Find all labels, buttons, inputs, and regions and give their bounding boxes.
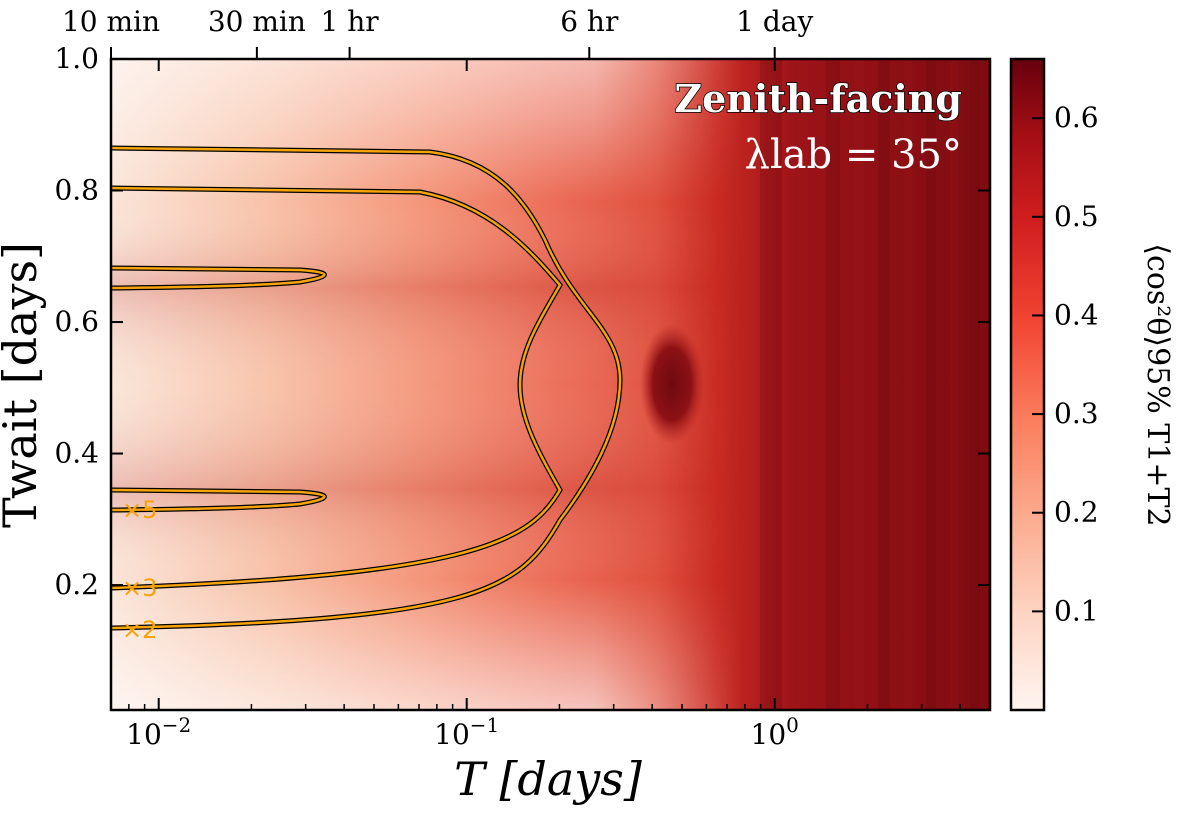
y-tick-label: 0.8 — [54, 174, 99, 207]
panel-subtitle: λlab = 35° — [745, 132, 962, 178]
x-tick-label: 10−1 — [434, 713, 499, 751]
top-tick-label: 10 min — [62, 5, 160, 38]
x-axis-title: T [days] — [454, 752, 642, 806]
colorbar — [1009, 57, 1046, 712]
colorbar-ticks: 0.1 0.2 0.3 0.4 0.5 0.6 — [1032, 101, 1099, 627]
x-minor-ticks — [110, 704, 991, 710]
top-tick-label: 6 hr — [560, 5, 619, 38]
panel-title: Zenith-facing — [674, 76, 962, 121]
colorbar-tick-label: 0.3 — [1054, 397, 1099, 430]
contour-label-x3: ×3 — [122, 574, 157, 602]
colorbar-tick-label: 0.4 — [1054, 298, 1099, 331]
plot-frame — [109, 57, 992, 712]
heatmap-field — [111, 59, 990, 710]
colorbar-label: ⟨cos²θ⟩95% T1+T2 — [1140, 243, 1175, 526]
y-axis-title: Twait [days] — [0, 242, 47, 528]
top-tick-label: 1 day — [736, 5, 813, 38]
x-tick-label: 100 — [751, 713, 799, 751]
top-tick-label: 30 min — [208, 5, 306, 38]
top-axis-ticks: 10 min 30 min 1 hr 6 hr 1 day — [62, 5, 813, 59]
vertical-bands — [760, 59, 980, 710]
contour-label-x5: ×5 — [122, 496, 157, 524]
contour-label-x2: ×2 — [122, 616, 157, 644]
x-tick-label: 10−2 — [126, 713, 191, 751]
y-tick-label: 1.0 — [54, 42, 99, 75]
colorbar-tick-label: 0.6 — [1054, 101, 1099, 134]
y-tick-label: 0.2 — [54, 568, 99, 601]
colorbar-tick-label: 0.2 — [1054, 496, 1099, 529]
x-axis-ticks: 10−2 10−1 100 — [126, 59, 799, 751]
y-tick-label: 0.4 — [54, 437, 99, 470]
y-tick-label: 0.6 — [54, 305, 99, 338]
top-tick-label: 1 hr — [321, 5, 380, 38]
y-axis-ticks: 0.2 0.4 0.6 0.8 1.0 — [54, 42, 990, 601]
colorbar-tick-label: 0.1 — [1054, 594, 1099, 627]
colorbar-tick-label: 0.5 — [1054, 200, 1099, 233]
contour-lines — [111, 145, 623, 631]
